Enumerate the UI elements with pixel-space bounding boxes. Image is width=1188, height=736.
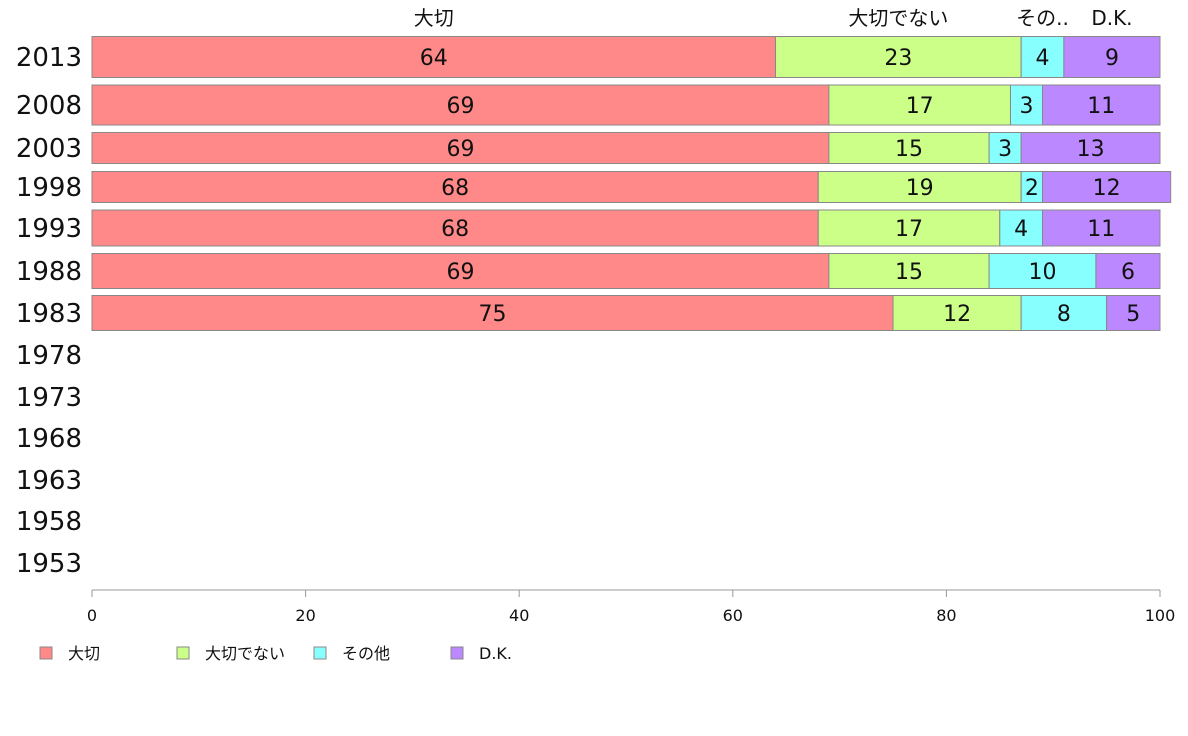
bar-1983-s2 (1020, 295, 1108, 331)
bar-1993-s1 (817, 209, 1001, 247)
x-tick-label-100: 100 (1145, 606, 1176, 625)
year-label-2008: 2008 (16, 91, 82, 121)
bar-1983-s1 (892, 295, 1022, 331)
legend: 大切 大切でない その他 D.K. (39, 644, 512, 663)
bar-value-1988-s3: 6 (1121, 260, 1135, 285)
top-label-s3: D.K. (1091, 6, 1132, 30)
bar-2013-s2 (1020, 36, 1065, 78)
bar-1983-s3 (1106, 295, 1161, 331)
bar-value-1998-s2: 2 (1025, 176, 1039, 201)
bar-value-2003-s3: 13 (1077, 137, 1105, 162)
year-label-1953: 1953 (16, 549, 82, 579)
bar-2013-s0 (91, 36, 777, 78)
bar-1998-s3 (1042, 171, 1172, 203)
year-labels: 2013 2008 2003 1998 1993 1988 1983 1978 1973 1968… (16, 43, 82, 579)
bar-value-1993-s0: 68 (441, 217, 469, 242)
bar-value-2008-s3: 11 (1087, 94, 1115, 119)
bar-value-1988-s1: 15 (895, 260, 923, 285)
bar-value-1983-s2: 8 (1057, 302, 1071, 327)
bar-value-2013-s0: 64 (420, 46, 448, 71)
year-label-1958: 1958 (16, 507, 82, 537)
legend-label-s2: その他 (342, 644, 390, 663)
bar-1998-s1 (817, 171, 1022, 203)
x-tick-label-80: 80 (936, 606, 956, 625)
legend-swatch-s3 (450, 646, 464, 660)
bar-2008-s0 (91, 84, 830, 126)
legend-swatch-s2 (313, 646, 327, 660)
bar-value-1983-s1: 12 (943, 302, 971, 327)
year-label-1973: 1973 (16, 383, 82, 413)
bar-value-2013-s2: 4 (1036, 46, 1050, 71)
bar-value-1993-s2: 4 (1014, 217, 1028, 242)
bar-value-2003-s1: 15 (895, 137, 923, 162)
legend-label-s0: 大切 (68, 644, 100, 663)
bar-2013-s1 (775, 36, 1022, 78)
x-tick-label-20: 20 (295, 606, 315, 625)
bar-value-2003-s0: 69 (446, 137, 474, 162)
bar-2008-s3 (1042, 84, 1161, 126)
year-label-1993: 1993 (16, 214, 82, 244)
bar-value-2003-s2: 3 (998, 137, 1012, 162)
bar-value-1998-s3: 12 (1093, 176, 1121, 201)
legend-swatch-s0 (39, 646, 53, 660)
bar-1993-s0 (91, 209, 819, 247)
bar-value-1988-s0: 69 (446, 260, 474, 285)
bar-value-2013-s3: 9 (1105, 46, 1119, 71)
year-label-1978: 1978 (16, 341, 82, 371)
year-label-1983: 1983 (16, 299, 82, 329)
bar-value-2013-s1: 23 (884, 46, 912, 71)
year-label-1998: 1998 (16, 173, 82, 203)
bar-value-2008-s1: 17 (906, 94, 934, 119)
bar-value-1998-s0: 68 (441, 176, 469, 201)
legend-label-s1: 大切でない (205, 644, 285, 663)
bar-1988-s2 (988, 253, 1097, 289)
x-axis: 0 20 40 60 80 100 (87, 589, 1176, 625)
series-top-labels: 大切 大切でない その.. D.K. (414, 6, 1133, 30)
top-label-s0: 大切 (414, 6, 454, 30)
year-label-2003: 2003 (16, 134, 82, 164)
bar-1988-s1 (828, 253, 990, 289)
bar-2013-s3 (1063, 36, 1161, 78)
legend-label-s3: D.K. (479, 644, 512, 663)
legend-swatch-s1 (176, 646, 190, 660)
x-tick-label-40: 40 (509, 606, 529, 625)
bar-2008-s2 (1009, 84, 1044, 126)
bar-1993-s3 (1042, 209, 1161, 247)
bar-1993-s2 (999, 209, 1044, 247)
year-label-2013: 2013 (16, 43, 82, 73)
bar-2008-s1 (828, 84, 1011, 126)
year-label-1963: 1963 (16, 466, 82, 496)
bar-1988-s3 (1095, 253, 1161, 289)
x-tick-label-0: 0 (87, 606, 97, 625)
bar-value-1993-s3: 11 (1087, 217, 1115, 242)
bar-1983-s0 (91, 295, 894, 331)
x-tick-label-60: 60 (723, 606, 743, 625)
bar-value-1998-s1: 19 (906, 176, 934, 201)
bar-value-2008-s0: 69 (446, 94, 474, 119)
bar-value-1983-s3: 5 (1126, 302, 1140, 327)
top-label-s1: 大切でない (848, 6, 948, 30)
bar-1998-s0 (91, 171, 819, 203)
year-label-1968: 1968 (16, 424, 82, 454)
bar-value-1993-s1: 17 (895, 217, 923, 242)
year-label-1988: 1988 (16, 257, 82, 287)
bar-2003-s1 (828, 132, 990, 164)
bar-value-2008-s2: 3 (1020, 94, 1034, 119)
top-label-s2: その.. (1016, 6, 1069, 30)
bar-2003-s0 (91, 132, 830, 164)
bar-1988-s0 (91, 253, 830, 289)
bar-value-1983-s0: 75 (479, 302, 507, 327)
bar-value-1988-s2: 10 (1029, 260, 1057, 285)
bar-2003-s3 (1020, 132, 1161, 164)
